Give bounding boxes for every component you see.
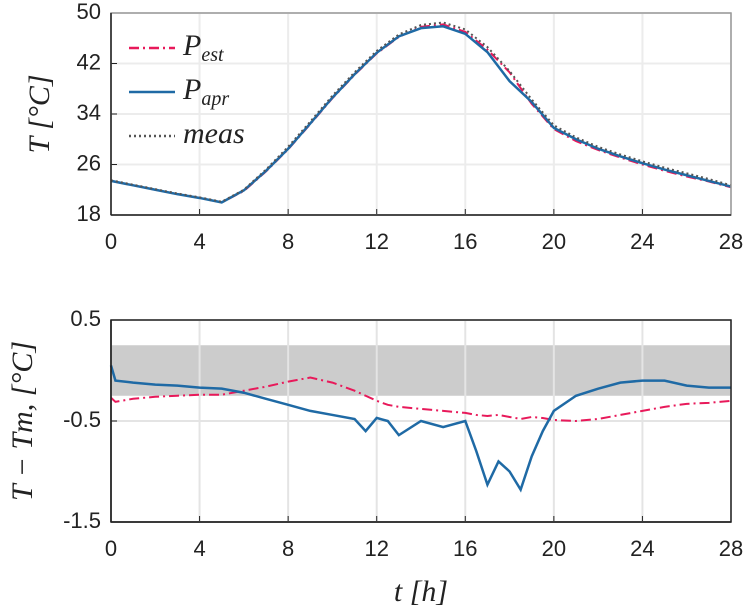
y-tick-label: 50 [77,0,101,24]
x-tick-label: 20 [542,229,566,254]
y-tick-label: -1.5 [63,508,101,533]
x-tick-label: 16 [453,229,477,254]
x-tick-label: 12 [364,229,388,254]
x-tick-label: 4 [193,536,205,561]
x-tick-label: 8 [282,229,294,254]
x-tick-label: 24 [630,536,654,561]
x-tick-label: 20 [542,536,566,561]
y-tick-label: 0.5 [70,306,101,331]
legend-label: meas [183,117,245,150]
x-tick-label: 28 [719,229,743,254]
x-tick-label: 28 [719,536,743,561]
series-line [109,365,731,493]
y-tick-label: 26 [77,150,101,175]
y-axis-label: T − Tm, [°C] [6,341,39,501]
y-tick-label: 18 [77,201,101,226]
legend-label: Papr [182,73,229,110]
legend-label: Pest [182,29,224,66]
series-line [110,21,732,203]
x-tick-label: 12 [364,536,388,561]
y-axis-label: T [°C] [23,75,56,154]
x-tick-label: 16 [453,536,477,561]
x-tick-label: 4 [193,229,205,254]
x-tick-label: 0 [105,536,117,561]
x-tick-label: 8 [282,536,294,561]
series-line [110,376,732,423]
y-tick-label: 34 [77,100,101,125]
y-tick-label: -0.5 [63,407,101,432]
y-tick-label: 42 [77,49,101,74]
x-tick-label: 0 [105,229,117,254]
x-axis-label: t [h] [394,575,448,608]
x-tick-label: 24 [630,229,654,254]
